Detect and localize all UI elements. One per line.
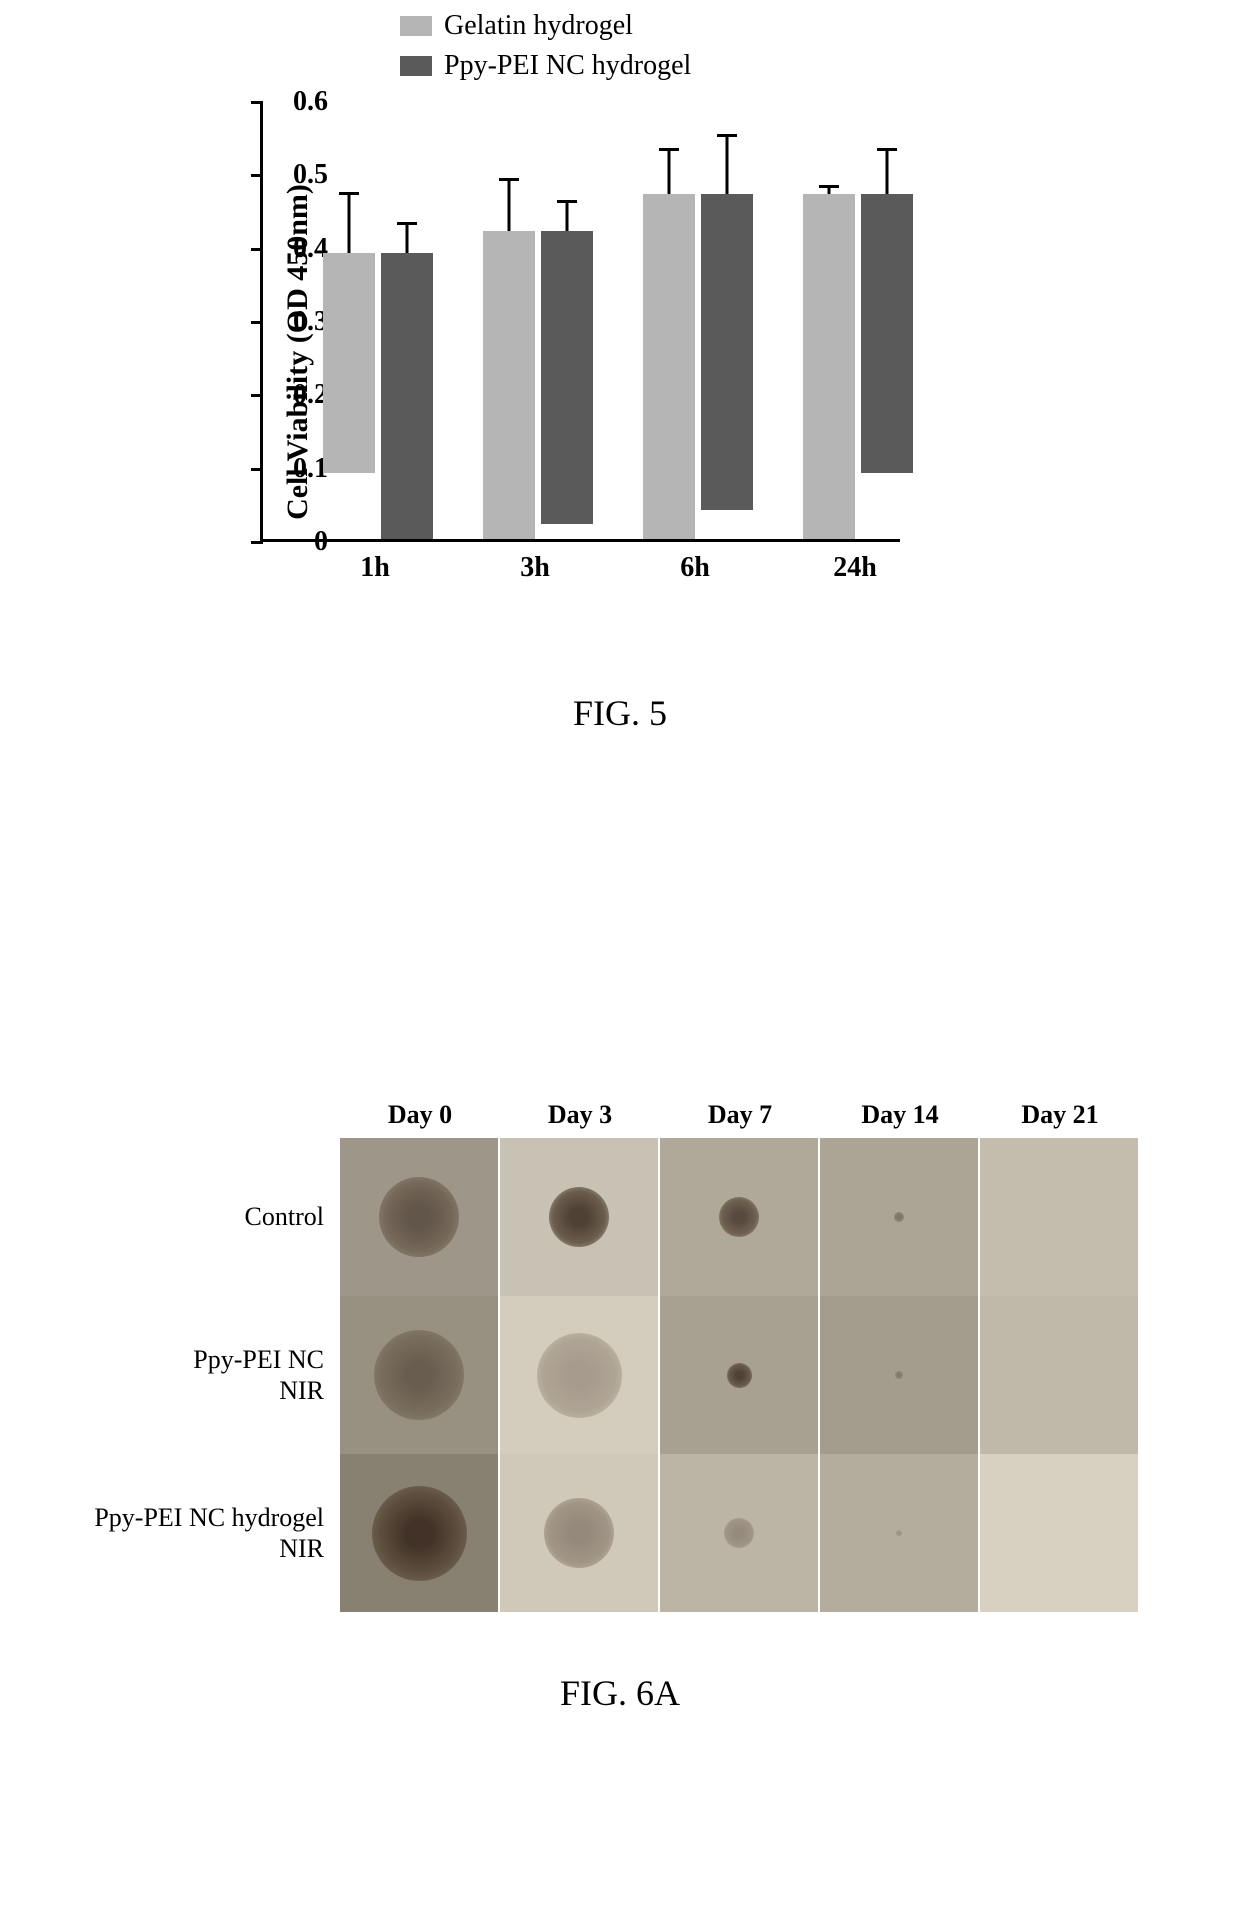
- grid-row: Ppy-PEI NC hydrogelNIR: [80, 1454, 1160, 1612]
- y-tick: [251, 101, 263, 104]
- grid-cell: [980, 1138, 1138, 1296]
- bar-group: [323, 253, 433, 539]
- y-tick-label: 0.5: [293, 159, 328, 191]
- grid-row: Ppy-PEI NCNIR: [80, 1296, 1160, 1454]
- error-bar: [726, 136, 729, 195]
- grid-column-headers: Day 0Day 3Day 7Day 14Day 21: [340, 1100, 1160, 1138]
- bar: [861, 194, 913, 473]
- grid-cell: [820, 1138, 978, 1296]
- x-tick-label: 3h: [520, 552, 550, 584]
- wound-region: [724, 1518, 754, 1548]
- fig5-bar-chart: Gelatin hydrogel Ppy-PEI NC hydrogel Cell…: [120, 10, 940, 734]
- x-tick-label: 6h: [680, 552, 710, 584]
- wound-region: [719, 1197, 759, 1237]
- error-bar: [668, 150, 671, 194]
- wound-region: [894, 1212, 904, 1222]
- error-cap: [499, 178, 519, 181]
- grid-cell: [660, 1138, 818, 1296]
- grid-cell: [500, 1296, 658, 1454]
- row-label: Control: [80, 1201, 340, 1232]
- y-tick: [251, 541, 263, 544]
- grid-cell: [340, 1454, 498, 1612]
- bar: [803, 194, 855, 539]
- grid-cell: [500, 1454, 658, 1612]
- grid-cell: [660, 1454, 818, 1612]
- grid-cells: [340, 1296, 1138, 1454]
- wound-region: [379, 1177, 459, 1257]
- legend-swatch: [400, 56, 432, 76]
- legend-label: Gelatin hydrogel: [444, 10, 633, 42]
- chart-plot-area: Cell Viability (OD 450nm) 00.10.20.30.40…: [180, 102, 940, 602]
- bar: [541, 231, 593, 524]
- y-tick-label: 0.6: [293, 86, 328, 118]
- wound-region: [896, 1530, 902, 1536]
- wound-region: [727, 1363, 752, 1388]
- bar-group: [643, 194, 753, 539]
- bar: [643, 194, 695, 539]
- error-cap: [717, 134, 737, 137]
- column-header: Day 0: [340, 1100, 500, 1138]
- legend-swatch: [400, 16, 432, 36]
- bar-group: [803, 194, 913, 539]
- bar-group: [483, 231, 593, 539]
- grid-cell: [820, 1454, 978, 1612]
- grid-row: Control: [80, 1138, 1160, 1296]
- error-cap: [659, 148, 679, 151]
- legend-item: Gelatin hydrogel: [400, 10, 940, 42]
- legend-item: Ppy-PEI NC hydrogel: [400, 50, 940, 82]
- row-label: Ppy-PEI NCNIR: [80, 1344, 340, 1406]
- grid-cell: [340, 1296, 498, 1454]
- grid-cell: [980, 1296, 1138, 1454]
- column-header: Day 7: [660, 1100, 820, 1138]
- bar: [483, 231, 535, 539]
- error-cap: [397, 222, 417, 225]
- wound-region: [374, 1330, 464, 1420]
- grid-cells: [340, 1138, 1138, 1296]
- y-tick: [251, 321, 263, 324]
- y-tick: [251, 248, 263, 251]
- error-cap: [819, 185, 839, 188]
- grid-cell: [820, 1296, 978, 1454]
- grid-cell: [500, 1138, 658, 1296]
- grid-cell: [980, 1454, 1138, 1612]
- error-bar: [406, 224, 409, 253]
- fig6a-caption: FIG. 6A: [80, 1672, 1160, 1714]
- error-bar: [828, 187, 831, 194]
- bar: [323, 253, 375, 473]
- error-bar: [508, 180, 511, 231]
- legend-label: Ppy-PEI NC hydrogel: [444, 50, 691, 82]
- chart-plot: 00.10.20.30.40.50.6: [260, 102, 900, 542]
- error-cap: [339, 192, 359, 195]
- grid-cell: [340, 1138, 498, 1296]
- wound-region: [537, 1333, 622, 1418]
- wound-region: [544, 1498, 614, 1568]
- chart-legend: Gelatin hydrogel Ppy-PEI NC hydrogel: [400, 10, 940, 82]
- grid-cells: [340, 1454, 1138, 1612]
- fig6a-image-grid: Day 0Day 3Day 7Day 14Day 21 Control Ppy-P…: [80, 1100, 1160, 1714]
- row-label: Ppy-PEI NC hydrogelNIR: [80, 1502, 340, 1564]
- column-header: Day 14: [820, 1100, 980, 1138]
- bar: [701, 194, 753, 509]
- wound-region: [549, 1187, 609, 1247]
- y-tick: [251, 394, 263, 397]
- error-cap: [557, 200, 577, 203]
- column-header: Day 21: [980, 1100, 1140, 1138]
- error-bar: [566, 202, 569, 231]
- x-tick-label: 1h: [360, 552, 390, 584]
- grid-cell: [660, 1296, 818, 1454]
- error-bar: [886, 150, 889, 194]
- y-tick: [251, 468, 263, 471]
- error-cap: [877, 148, 897, 151]
- x-tick-label: 24h: [833, 552, 877, 584]
- column-header: Day 3: [500, 1100, 660, 1138]
- fig5-caption: FIG. 5: [300, 692, 940, 734]
- y-tick: [251, 174, 263, 177]
- wound-region: [372, 1486, 467, 1581]
- bar: [381, 253, 433, 539]
- wound-region: [895, 1371, 903, 1379]
- error-bar: [348, 194, 351, 253]
